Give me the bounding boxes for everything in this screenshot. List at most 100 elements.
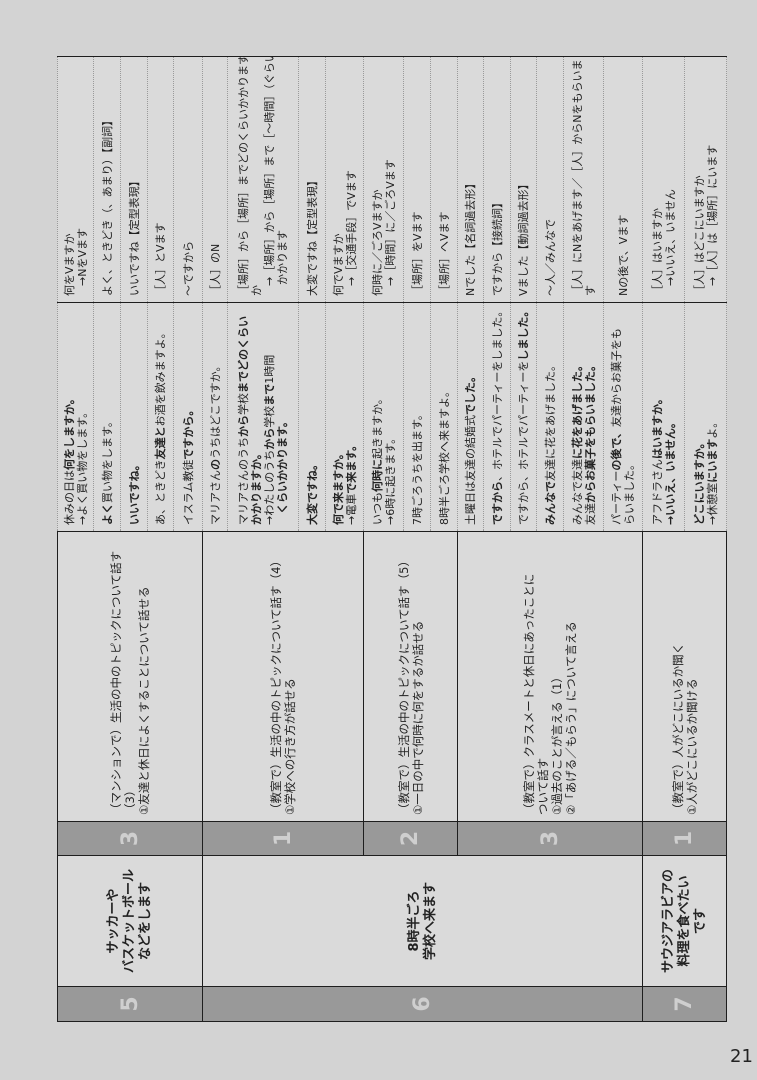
- lesson-number-band: 1: [202, 821, 364, 856]
- example-segment: 8時半ごろ学校へ来ますよ。: [437, 386, 451, 525]
- example-sentence-cell: よく買い物をします。: [93, 302, 121, 532]
- example-line: →電車で来ます。: [345, 309, 358, 525]
- example-segment: で来ます。: [344, 439, 358, 494]
- example-segment: 、ホテルでパーティーをしました。: [490, 305, 504, 481]
- example-segment: 何をしますか。: [62, 393, 76, 470]
- example-line: アフドラさんはいますか。: [651, 309, 664, 525]
- grammar-pattern-cell: ［人］にNをあげます／［人］からNをもらいます: [563, 56, 604, 303]
- example-segment: 大変ですね。: [305, 459, 319, 525]
- example-segment: ですから: [490, 481, 504, 525]
- example-sentence-cell: いつも何時に起きますか。 →6時に起きます。: [363, 302, 404, 532]
- page-number: 21: [730, 1046, 753, 1067]
- example-sentence-cell: どこにいますか。 →休憩室にいますよ。: [684, 302, 727, 532]
- topic-line: ②「あげる／もらう」について言える: [564, 621, 578, 815]
- unit-title-line: 8時半ごろ: [406, 890, 422, 952]
- example-line: みんなで友達に花をあげました。: [571, 309, 584, 525]
- unit-title: 8時半ごろ 学校へ来ます: [202, 855, 643, 987]
- grammar-pattern-cell: Vました【動詞過去形】: [510, 56, 537, 303]
- example-sentence-cell: 何で来ますか。 →電車で来ます。: [325, 302, 364, 532]
- pattern-line: ［場所］から［場所］までどのくらいかかります: [237, 56, 250, 297]
- unit-title: サッカーや バスケットボール などをします: [57, 855, 203, 987]
- lesson-topic: （教室で）クラスメートと休日にあったことに ついて話す ①過去のことが言える（1） ②…: [457, 531, 643, 822]
- example-line: マリアさんのうちはどこですか。: [209, 309, 222, 525]
- topic-line: ①学校への行き方が話せる: [283, 678, 297, 815]
- example-line: 友達からお菓子をもらいました。: [584, 309, 597, 525]
- pattern-line: す: [583, 285, 597, 296]
- example-sentence-cell: ですから、ホテルでパーティーをしました。: [483, 302, 511, 532]
- grammar-pattern-cell: Nでした【名詞過去形】: [457, 56, 484, 303]
- unit-title-line: サッカーや: [106, 888, 121, 954]
- example-line: 大変ですね。: [306, 309, 319, 525]
- example-sentence-cell: 大変ですね。: [298, 302, 326, 532]
- grammar-pattern-cell: 何時に／ごろVますか →［時間］に／ごろVます: [363, 56, 404, 303]
- example-sentence-cell: 土曜日は友達の結婚式でした。: [457, 302, 484, 532]
- pattern-line: ［人］はどこにいますか: [692, 175, 706, 296]
- grammar-pattern-cell: Nの後で、Vます: [603, 56, 643, 303]
- example-segment: みんなで友達: [570, 459, 584, 525]
- pattern-line: ですから【接続詞】: [490, 197, 504, 296]
- example-line: マリアさんのうちから学校までどのくらい: [237, 309, 250, 525]
- example-segment: かかりますか。: [250, 448, 263, 525]
- example-sentence-cell: マリアさんのうちから学校までどのくらい かかりますか。 →わたしのうちから学校まで1…: [227, 302, 299, 532]
- grammar-pattern-cell: ～人／みんなで: [536, 56, 564, 303]
- example-segment: 友達と: [154, 426, 167, 460]
- example-segment: しました。: [517, 305, 530, 361]
- example-segment: 学校: [263, 405, 276, 428]
- topic-line: （マンションで）生活の中のトピックについて話す（3）: [109, 550, 137, 815]
- unit-title-line: 学校へ来ます: [422, 882, 438, 961]
- pattern-line: 何でVますか: [331, 233, 345, 296]
- example-segment: の後で、: [610, 427, 623, 471]
- unit-number-band: 6: [202, 986, 643, 1022]
- example-segment: 起きますか。: [370, 393, 384, 459]
- example-sentence-cell: ですから、ホテルでパーティーをしました。: [510, 302, 537, 532]
- pattern-line: 何をVますか: [62, 233, 76, 296]
- lesson-number-band: 3: [457, 821, 643, 856]
- topic-line: （教室で）生活の中のトピックについて話す（5）: [396, 555, 411, 815]
- pattern-line: →［時間］に／ごろVます: [383, 159, 397, 286]
- example-segment: うちはどこですか。: [208, 360, 222, 459]
- example-line: らいました。: [623, 309, 636, 525]
- example-segment: みんなで: [543, 481, 557, 525]
- curriculum-table: 5 サッカーや バスケットボール などをします 3 （マンションで）生活の中のトピックにつ…: [57, 56, 727, 1022]
- example-segment: から: [263, 427, 276, 450]
- example-segment: お酒を飲みますよ。: [154, 327, 167, 427]
- example-line: イスラム教徒ですから。: [182, 309, 195, 525]
- example-segment: 買い物をします。: [100, 416, 114, 503]
- example-segment: 友達からお菓子をも: [610, 328, 623, 428]
- example-segment: はいますか。: [650, 393, 664, 459]
- example-segment: →電車: [344, 493, 358, 525]
- example-line: ですから、ホテルでパーティーをしました。: [517, 305, 530, 525]
- example-segment: いいですね。: [127, 459, 141, 525]
- example-segment: から: [237, 415, 250, 437]
- table-row: 5 サッカーや バスケットボール などをします 3 （マンションで）生活の中のトピックにつ…: [57, 56, 203, 1022]
- example-line: →休憩室にいますよ。: [706, 309, 719, 525]
- example-segment: まで: [263, 383, 276, 406]
- grammar-pattern-cell: 何をVますか →NをVます: [57, 56, 94, 303]
- example-segment: 1時間: [263, 354, 276, 384]
- example-segment: の: [208, 459, 222, 470]
- lesson-topic: （教室で）生活の中のトピックについて話す（5） ①一日の中で何時に何をするか話せる: [363, 531, 458, 822]
- example-segment: にいます: [705, 438, 719, 483]
- pattern-line: 大変ですね【定型表現】: [305, 175, 319, 296]
- example-segment: 土曜日は友達の結婚式: [464, 415, 477, 525]
- unit-title-line: などをします: [138, 882, 153, 961]
- example-segment: →6時に起きます。: [383, 432, 397, 525]
- pattern-line: ～人／みんなで: [543, 219, 557, 296]
- example-segment: でした。: [464, 371, 477, 415]
- example-line: →わたしのうちから学校まで1時間: [263, 309, 276, 525]
- unit-number-band: 5: [57, 986, 203, 1022]
- table-row: 7 サウジアラビアの 料理を食べたい です 1 （教室で）人がどこにいるか聞く ①人がどこに…: [642, 56, 727, 1022]
- example-segment: あ、ときどき: [154, 459, 167, 525]
- example-line: 休みの日は何をしますか。: [63, 309, 76, 525]
- topic-line: （教室で）生活の中のトピックについて話す（4）: [269, 555, 283, 815]
- topic-line: ①友達と休日によくすることについて話せる: [137, 586, 151, 815]
- pattern-line: 何時に／ごろVますか: [370, 189, 384, 296]
- pattern-line: ［人］にNをあげます／［人］からNをもらいま: [570, 59, 584, 296]
- lesson-number-band: 3: [57, 821, 203, 856]
- example-segment: 休みの日は: [62, 470, 76, 525]
- example-segment: ですから、ホテルでパーティーを: [517, 360, 530, 525]
- example-line: 土曜日は友達の結婚式でした。: [464, 309, 477, 525]
- example-sentence-cell: いいですね。: [120, 302, 148, 532]
- example-sentence-cell: イスラム教徒ですから。: [173, 302, 203, 532]
- unit-title-line: サウジアラビアの: [660, 869, 676, 974]
